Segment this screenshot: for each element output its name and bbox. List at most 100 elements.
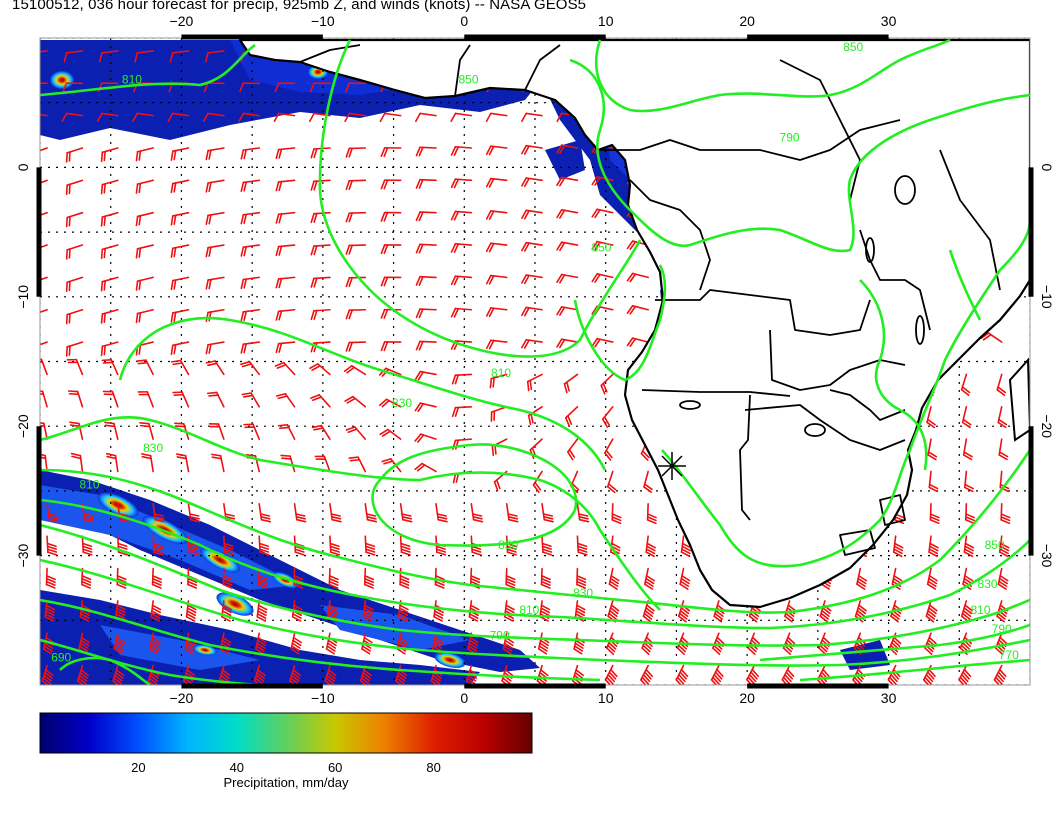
wind-barb (348, 456, 367, 473)
wind-barb (208, 423, 225, 440)
lat-tick-label-left: 0 (15, 163, 31, 171)
wind-barb (626, 337, 649, 347)
wind-barb (65, 341, 84, 357)
contour-label: 850 (843, 40, 863, 54)
contour-label: 790 (780, 131, 800, 145)
wind-barb (170, 244, 190, 258)
wind-barb (399, 535, 411, 556)
wind-barb (345, 82, 367, 93)
wind-barb (710, 664, 724, 685)
wind-barb (324, 664, 337, 685)
station-marker (658, 452, 686, 480)
wind-barb (380, 147, 402, 158)
wind-barb (240, 211, 261, 225)
wind-barb (781, 664, 795, 685)
lon-tick-label-top: −10 (311, 13, 335, 29)
wind-barb (205, 211, 225, 225)
wind-barb (526, 373, 543, 392)
wind-barb (345, 308, 367, 320)
wind-barb (450, 145, 473, 156)
wind-barb (362, 600, 374, 622)
wind-barb (928, 470, 939, 493)
wind-barb (450, 275, 473, 286)
wind-barb (960, 373, 971, 397)
wind-barb (169, 50, 190, 63)
lakes (679, 175, 925, 437)
wind-barb (40, 308, 48, 314)
wind-barb (997, 567, 1009, 590)
wind-barb (310, 244, 331, 256)
lat-tick-label-right: −30 (1039, 544, 1055, 568)
wind-barb (345, 341, 367, 352)
contour-label: 770 (999, 648, 1019, 662)
wind-barb (576, 535, 588, 556)
wind-barb (40, 113, 48, 117)
wind-barb (202, 112, 225, 123)
lon-tick-label-top: −20 (170, 13, 194, 29)
wind-barb (67, 390, 84, 408)
wind-barb (541, 503, 554, 523)
wind-barb (505, 503, 519, 523)
wind-barb (415, 243, 437, 254)
contour-label: 810 (491, 366, 511, 380)
wind-barb (40, 244, 48, 249)
wind-barb (205, 50, 225, 63)
wind-barb (485, 210, 508, 221)
wind-barb (240, 147, 261, 160)
wind-barb (151, 567, 162, 589)
contour-labels: 810 8508507908508108308308108508308107908… (51, 40, 1019, 665)
wind-barb (205, 147, 225, 161)
wind-barb (345, 147, 367, 158)
wind-barb (147, 664, 160, 685)
contour-label: 810 (122, 72, 142, 86)
contour-label: 830 (392, 396, 412, 410)
wind-barb (65, 244, 84, 260)
wind-barb (275, 147, 296, 160)
wind-barb (46, 535, 58, 556)
lon-tick-label-top: 10 (598, 13, 614, 29)
wind-barb (556, 176, 579, 187)
wind-barb (380, 341, 402, 352)
wind-barb (556, 241, 579, 252)
wind-barb (451, 373, 473, 385)
wind-barb (170, 341, 190, 355)
wind-barb (149, 632, 161, 655)
wind-barb (363, 567, 375, 589)
wind-barb (100, 179, 119, 195)
wind-barb (46, 503, 59, 523)
contour-label: 810 (519, 603, 539, 617)
wind-barb (521, 209, 543, 220)
wind-barb (170, 211, 190, 226)
wind-barb (100, 244, 119, 260)
wind-barb (100, 147, 119, 163)
wind-barb (564, 405, 579, 427)
wind-barb (608, 567, 620, 590)
wind-barb (40, 50, 48, 53)
wind-barb (258, 535, 270, 556)
geopotential-contours (40, 38, 1030, 685)
wind-barb (137, 391, 154, 408)
wind-barb (556, 273, 579, 284)
wind-barb (40, 211, 48, 217)
wind-barb (379, 112, 402, 123)
wind-barb (415, 112, 437, 123)
wind-barb (135, 211, 154, 227)
wind-barb (113, 632, 126, 655)
wind-barb (556, 338, 579, 349)
wind-barb (993, 664, 1007, 685)
wind-barb (205, 276, 225, 290)
colorbar-tick-label: 40 (229, 760, 245, 775)
wind-barb (604, 438, 614, 461)
wind-barb (470, 503, 484, 523)
wind-barb (170, 179, 190, 194)
wind-barb (856, 567, 868, 590)
wind-barb (274, 82, 296, 93)
wind-barb (132, 112, 154, 123)
wind-barb (275, 392, 296, 408)
wind-barb (275, 276, 296, 289)
wind-barb (96, 112, 119, 123)
wind-barb (576, 503, 590, 523)
wind-barb (359, 664, 372, 685)
wind-barb (310, 179, 331, 191)
wind-barb (998, 535, 1010, 558)
